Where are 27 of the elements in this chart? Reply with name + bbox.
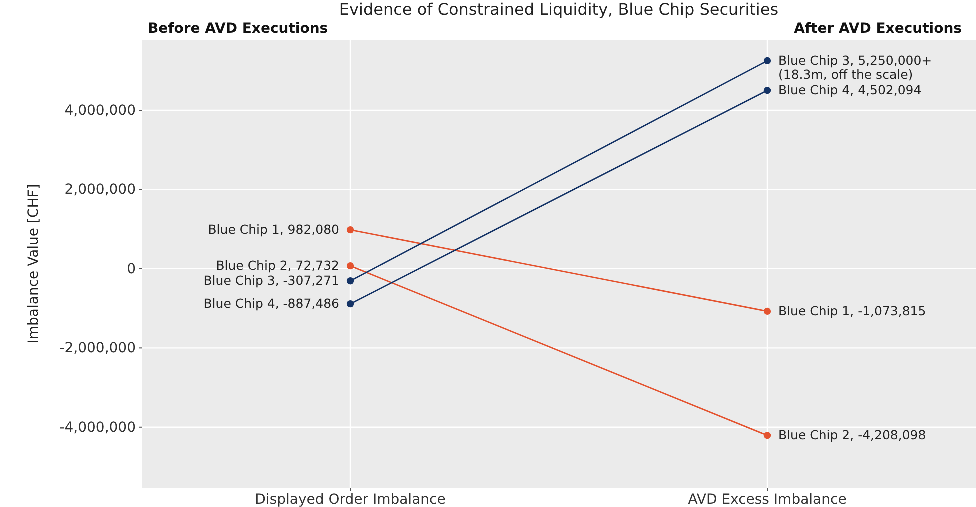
point — [764, 432, 772, 440]
point — [346, 300, 354, 308]
data-label: Blue Chip 1, -1,073,815 — [778, 303, 926, 318]
point — [346, 262, 354, 270]
point — [764, 308, 772, 316]
y-tick-label: -2,000,000 — [60, 340, 136, 357]
data-label: Blue Chip 3, -307,271 — [204, 273, 340, 288]
point — [346, 278, 354, 285]
data-label: Blue Chip 3, 5,250,000+ (18.3m, off the scale) — [778, 52, 932, 82]
data-label: Blue Chip 4, -887,486 — [204, 296, 340, 312]
y-tick-label: 4,000,000 — [64, 102, 136, 119]
data-label: Blue Chip 2, 72,732 — [216, 258, 340, 274]
y-axis-title: Imbalance Value [CHF] — [26, 184, 42, 344]
text: After AVD Executions — [794, 21, 962, 37]
point — [346, 226, 354, 234]
y-tick-label: 0 — [127, 261, 136, 278]
data-label: Blue Chip 2, -4,208,098 — [778, 428, 926, 443]
y-tick-label: -4,000,000 — [60, 420, 136, 436]
chart-title: Evidence of Constrained Liquidity, Blue Chip Securities — [339, 0, 779, 19]
point — [764, 87, 772, 94]
point — [764, 57, 772, 65]
x-tick-label: Displayed Order Imbalance — [255, 492, 446, 507]
x-tick-label: AVD Excess Imbalance — [688, 492, 847, 507]
y-tick-label: 2,000,000 — [64, 182, 136, 198]
text: Before AVD Executions — [148, 21, 328, 37]
data-label: Blue Chip 4, 4,502,094 — [778, 82, 922, 98]
data-label: Blue Chip 1, 982,080 — [208, 222, 340, 238]
